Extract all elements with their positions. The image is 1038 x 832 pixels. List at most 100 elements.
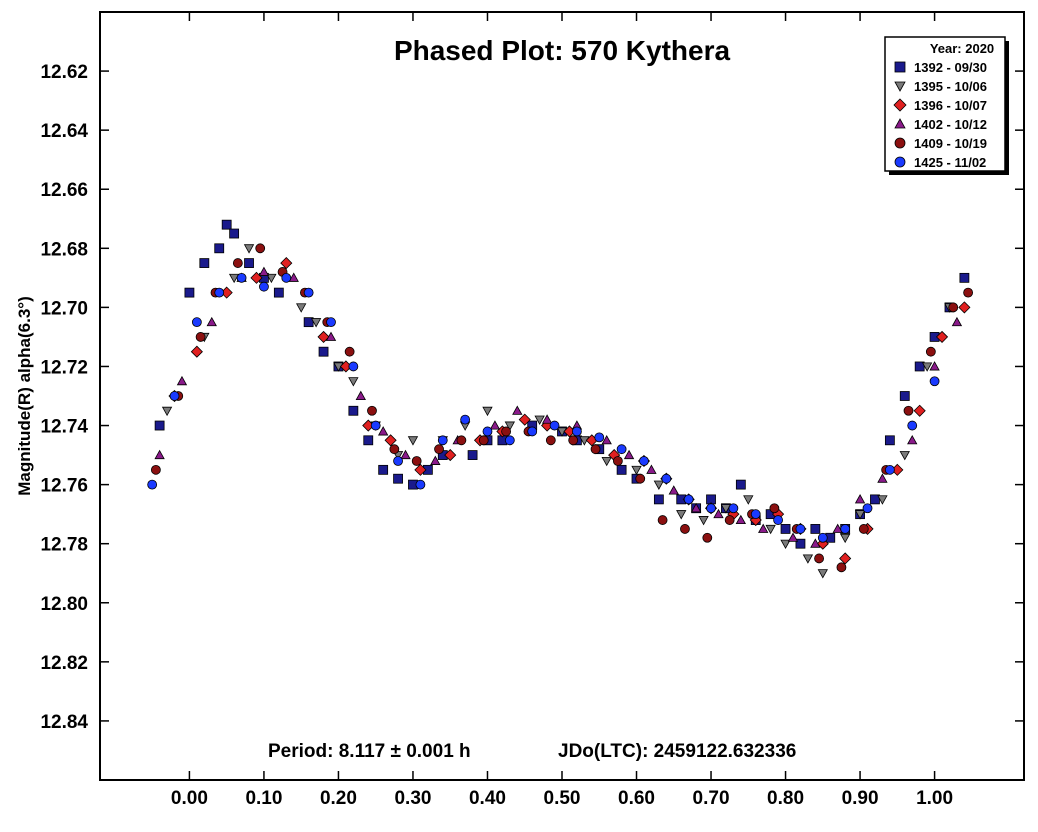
data-point [877, 495, 888, 505]
data-point [389, 444, 400, 455]
legend-entry-label: 1395 - 10/06 [914, 79, 987, 94]
data-point [802, 554, 814, 564]
data-point [646, 464, 657, 474]
data-point [363, 435, 374, 446]
data-point [255, 243, 266, 254]
legend-marker [894, 81, 906, 92]
data-point [325, 331, 337, 341]
data-point [935, 330, 949, 343]
data-point [296, 303, 307, 313]
data-point [720, 504, 732, 514]
y-tick-label: 12.78 [40, 535, 88, 556]
x-tick-label: 0.90 [842, 788, 879, 809]
data-point [407, 436, 419, 446]
data-point [348, 405, 359, 416]
data-point [437, 435, 448, 446]
chart-title: Phased Plot: 570 Kythera [394, 35, 731, 66]
data-point [653, 480, 665, 490]
period-annotation: Period: 8.117 ± 0.001 h [268, 741, 471, 762]
data-point [702, 532, 713, 543]
data-point [393, 456, 403, 466]
data-point [903, 405, 914, 416]
data-point [836, 562, 847, 573]
legend-marker [894, 61, 906, 73]
y-axis: 12.62 12.64 12.66 12.68 12.70 12.72 12.74 12.76… [40, 62, 1024, 733]
data-point [243, 244, 255, 254]
data-point [858, 524, 869, 534]
data-point [518, 413, 531, 426]
data-point [817, 569, 828, 579]
data-point [713, 508, 724, 519]
legend-marker [894, 156, 906, 168]
data-point [948, 302, 959, 313]
data-point [635, 473, 646, 484]
data-point [384, 434, 397, 447]
data-point [590, 444, 601, 455]
y-tick-label: 12.76 [40, 476, 88, 497]
data-point [444, 449, 457, 462]
data-point [676, 510, 687, 520]
data-point [232, 258, 243, 268]
data-point [706, 503, 716, 514]
y-axis-label: Magnitude(R) alpha(6.3°) [15, 296, 34, 495]
data-point [810, 538, 821, 548]
data-point [318, 346, 329, 357]
data-point [653, 494, 664, 505]
data-point [377, 426, 389, 436]
data-point [623, 449, 635, 460]
data-point [430, 455, 441, 465]
data-point [780, 524, 791, 534]
legend-entry-label: 1392 - 09/30 [914, 60, 987, 75]
data-point [184, 287, 195, 298]
data-point [683, 494, 694, 505]
data-point [907, 434, 918, 445]
data-point [639, 456, 649, 466]
data-point [161, 406, 173, 417]
data-point [698, 516, 709, 526]
data-point [259, 281, 269, 292]
data-point [854, 494, 866, 504]
data-point [527, 426, 538, 437]
y-tick-label: 12.74 [40, 417, 88, 438]
y-tick-label: 12.84 [40, 712, 88, 733]
data-point [594, 432, 605, 443]
data-point [280, 257, 293, 270]
data-point [415, 479, 426, 490]
data-point [456, 435, 467, 446]
data-point [668, 485, 679, 495]
data-point [348, 377, 359, 387]
data-point [310, 318, 322, 328]
data-point [690, 502, 702, 513]
data-point [534, 415, 545, 425]
data-point [344, 346, 355, 357]
epoch-annotation: JDo(LTC): 2459122.632336 [558, 741, 796, 762]
data-point [199, 258, 210, 268]
data-point [303, 287, 314, 298]
data-point [348, 361, 359, 372]
y-tick-label: 12.82 [40, 653, 88, 674]
legend-marker [894, 118, 906, 129]
data-point [750, 509, 761, 520]
data-point [281, 272, 292, 283]
data-point [657, 515, 668, 525]
data-point [769, 503, 780, 514]
data-points [147, 219, 974, 579]
data-point [572, 426, 582, 437]
data-point [743, 495, 754, 505]
data-point [773, 515, 783, 525]
data-point [854, 510, 866, 520]
data-point [176, 375, 188, 386]
data-point [236, 272, 247, 283]
x-tick-label: 1.00 [916, 788, 953, 809]
x-tick-label: 0.60 [618, 788, 655, 809]
data-point [411, 456, 422, 466]
data-point [190, 345, 203, 358]
data-point [504, 421, 516, 431]
legend-entries: 1392 - 09/30 1395 - 10/06 1396 - 10/07 1402… [893, 60, 987, 170]
data-point [355, 390, 366, 401]
data-point [317, 330, 330, 343]
data-point [367, 405, 377, 416]
data-point [758, 523, 769, 533]
legend-entry-label: 1402 - 10/12 [914, 117, 987, 132]
data-point [549, 420, 560, 431]
